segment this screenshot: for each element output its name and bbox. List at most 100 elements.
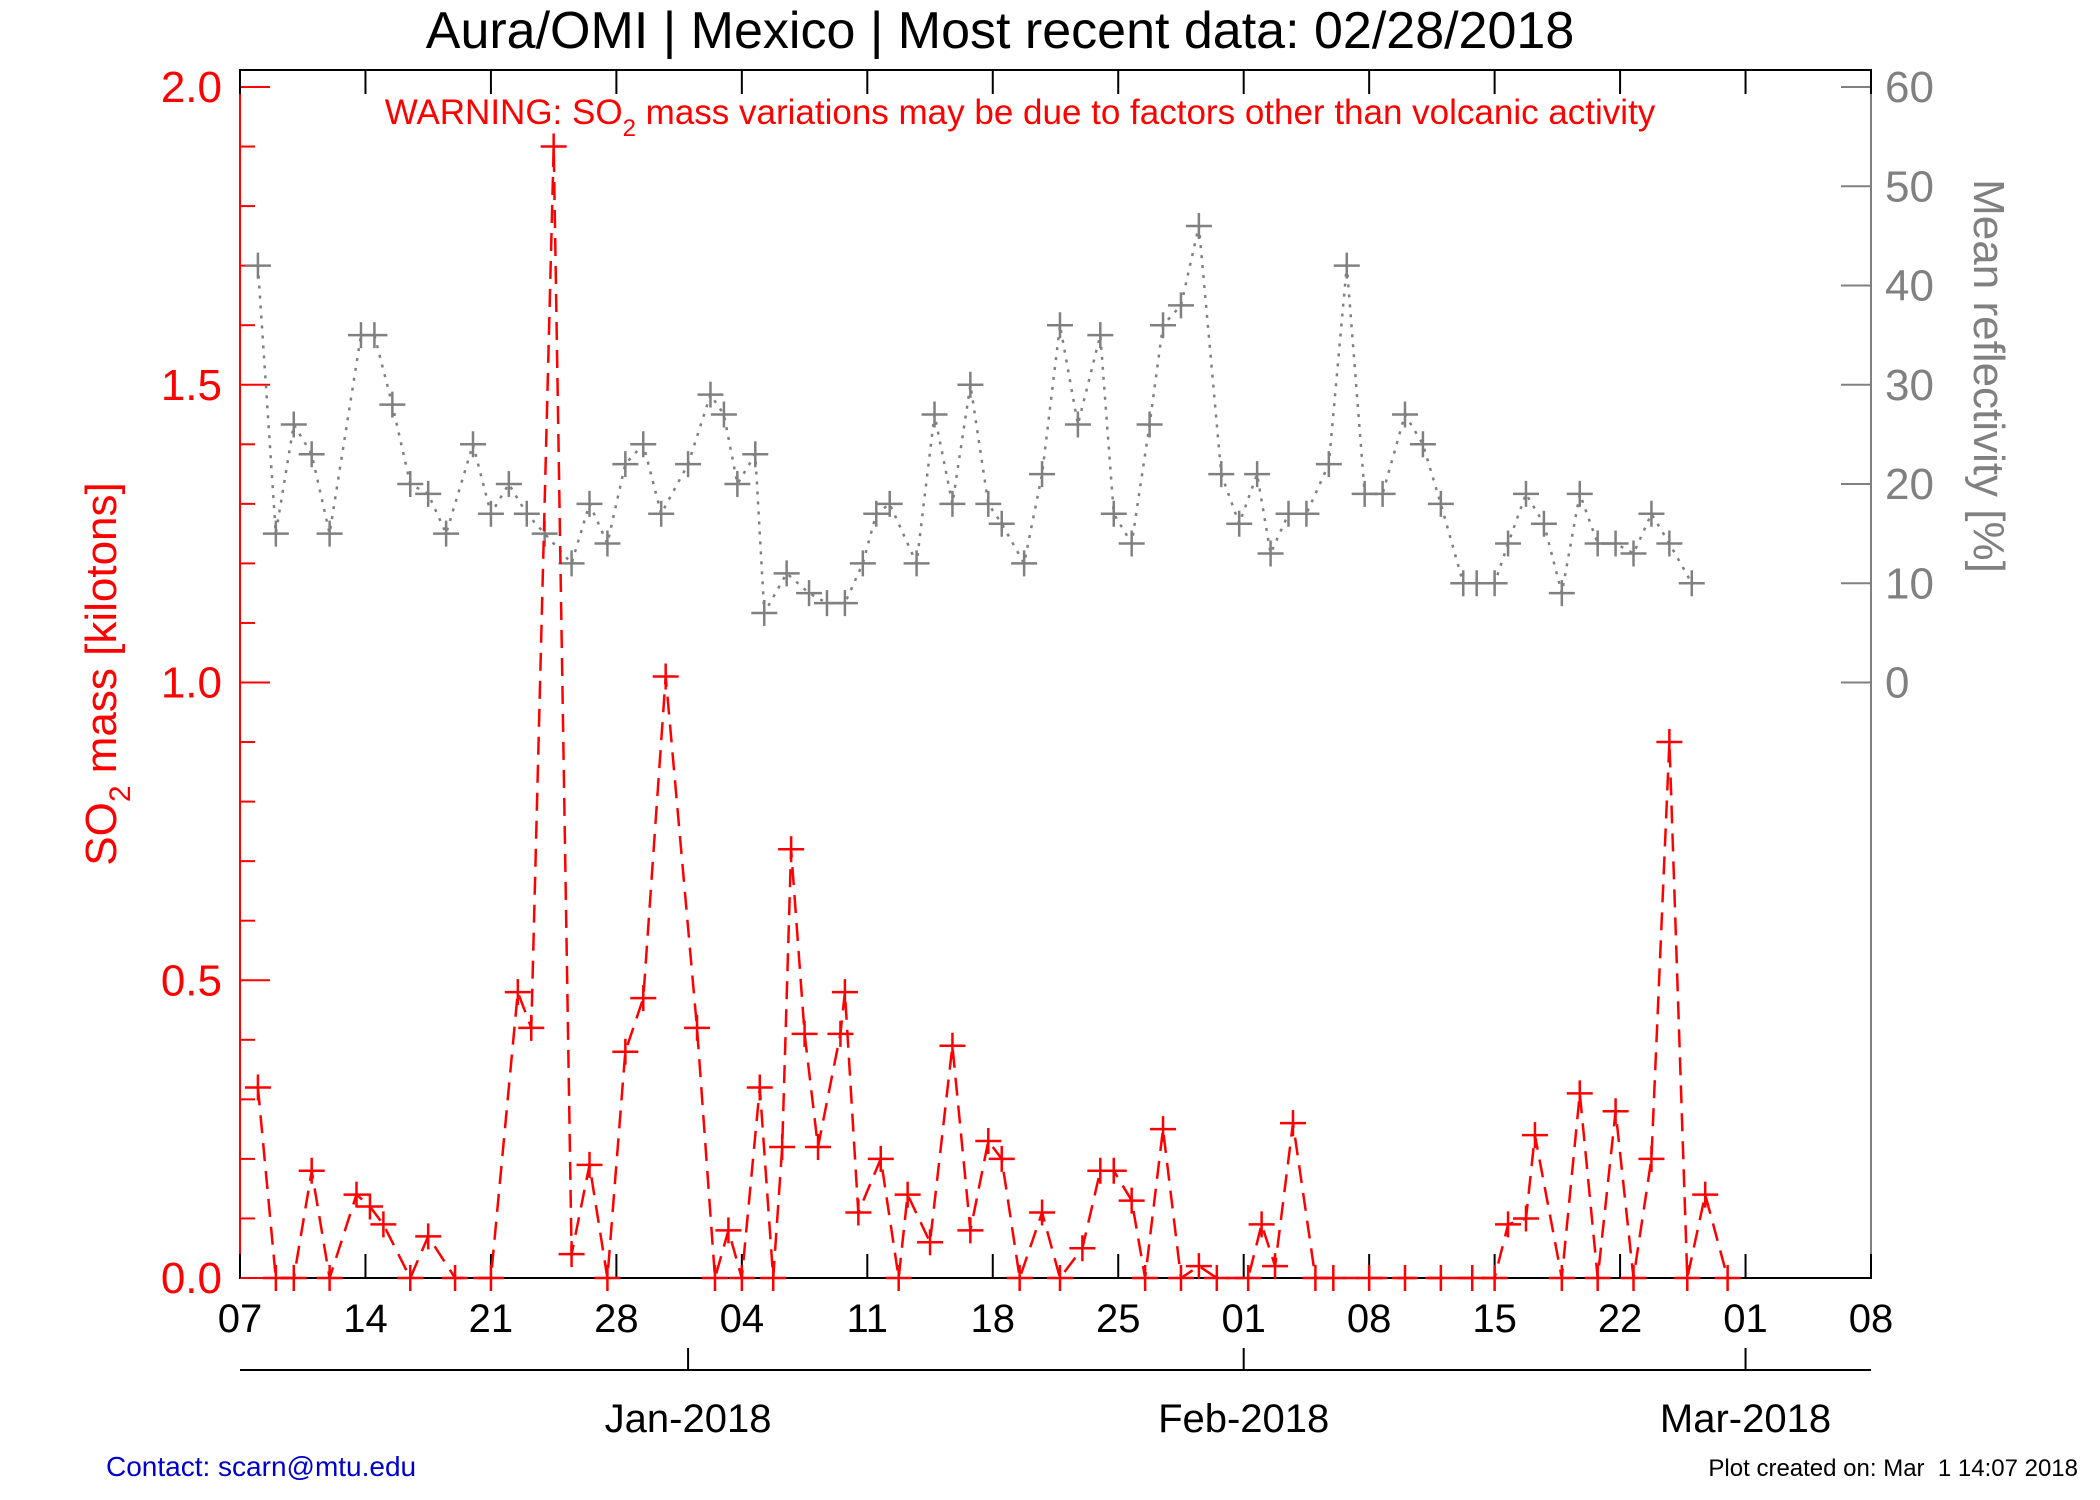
data-point-marker: [1011, 550, 1038, 577]
data-point-marker: [697, 381, 724, 408]
data-point-marker: [917, 1229, 944, 1256]
data-point-marker: [576, 1151, 603, 1178]
data-point-marker: [773, 560, 800, 587]
data-point-marker: [1167, 292, 1194, 319]
x-tick-label: 14: [343, 1297, 388, 1341]
data-point-marker: [1118, 1187, 1145, 1214]
data-point-marker: [1495, 530, 1522, 557]
data-point-marker: [796, 580, 823, 607]
x-tick-label: 25: [1096, 1297, 1141, 1341]
data-point-marker: [316, 520, 343, 547]
data-point-marker: [1333, 252, 1360, 279]
x-tick-label: 01: [1221, 1297, 1266, 1341]
data-point-marker: [1100, 1157, 1127, 1184]
data-point-marker: [1046, 1265, 1073, 1291]
series-so2-mass: [244, 133, 1741, 1291]
data-point-marker: [975, 490, 1002, 517]
data-point-marker: [298, 441, 325, 468]
data-point-marker: [894, 1181, 921, 1208]
data-point-marker: [1203, 1265, 1230, 1291]
left-tick-label: 1.0: [161, 659, 222, 708]
data-point-marker: [612, 451, 639, 478]
data-point-marker: [957, 371, 984, 398]
data-point-marker: [867, 1145, 894, 1172]
data-point-marker: [442, 1265, 469, 1291]
data-point-marker: [1132, 1265, 1159, 1291]
x-tick-label: 15: [1472, 1297, 1517, 1341]
data-point-marker: [316, 1265, 343, 1291]
chart-title: Aura/OMI | Mexico | Most recent data: 02…: [426, 2, 1574, 60]
data-point-marker: [1548, 1265, 1575, 1291]
data-point-marker: [343, 1181, 370, 1208]
data-point-marker: [876, 490, 903, 517]
data-point-marker: [415, 480, 442, 507]
x-tick-label: 11: [847, 1297, 889, 1341]
data-point-marker: [594, 1265, 621, 1291]
data-point-marker: [988, 510, 1015, 537]
data-point-marker: [1548, 580, 1575, 607]
data-point-marker: [397, 1265, 424, 1291]
data-point-marker: [1566, 480, 1593, 507]
ylabel-left-subscript: 2: [104, 785, 137, 802]
data-point-marker: [1512, 1205, 1539, 1232]
data-point-marker: [1136, 411, 1163, 438]
data-point-marker: [630, 431, 657, 458]
data-point-marker: [397, 471, 424, 497]
y-axis-label-right: Mean reflectivity [%]: [1964, 179, 2013, 573]
data-point-marker: [701, 1265, 728, 1291]
warning-prefix: WARNING: SO: [385, 93, 623, 132]
data-point-marker: [1006, 1265, 1033, 1291]
data-point-marker: [831, 979, 858, 1006]
data-point-marker: [760, 1265, 787, 1291]
data-point-marker: [805, 1133, 832, 1160]
data-point-marker: [1566, 1080, 1593, 1107]
ylabel-left-suffix: mass [kilotons]: [77, 482, 126, 785]
x-tick-label: 08: [1849, 1297, 1894, 1341]
data-point-marker: [831, 590, 858, 617]
data-point-marker: [1320, 1265, 1347, 1291]
data-point-marker: [460, 431, 486, 458]
data-point-marker: [1692, 1181, 1719, 1208]
data-point-marker: [975, 1128, 1002, 1155]
contact-text: Contact: scarn@mtu.edu: [106, 1451, 416, 1482]
series-line: [256, 225, 1693, 618]
right-tick-label: 40: [1885, 262, 1934, 311]
data-point-marker: [1029, 461, 1056, 488]
data-point-marker: [751, 600, 778, 627]
data-point-marker: [433, 520, 460, 547]
data-point-marker: [1638, 1145, 1665, 1172]
data-point-marker: [477, 500, 504, 527]
data-point-marker: [630, 985, 657, 1012]
month-tick-label: Feb-2018: [1158, 1397, 1329, 1441]
right-tick-label: 0: [1885, 659, 1909, 708]
x-tick-label: 22: [1598, 1297, 1643, 1341]
plot-created-text: Plot created on: Mar 1 14:07 2018: [1708, 1455, 2078, 1482]
data-point-marker: [1150, 312, 1177, 339]
data-point-marker: [1620, 540, 1647, 567]
data-point-marker: [769, 1133, 796, 1160]
data-point-marker: [1369, 480, 1396, 507]
data-point-marker: [778, 836, 805, 863]
data-point-marker: [1064, 411, 1091, 438]
data-point-marker: [356, 1193, 383, 1220]
data-point-marker: [939, 1032, 966, 1059]
data-point-marker: [1208, 461, 1235, 488]
month-tick-label: Jan-2018: [605, 1397, 772, 1441]
left-tick-label: 2.0: [161, 63, 222, 112]
data-point-marker: [558, 1241, 585, 1268]
data-point-marker: [280, 411, 307, 438]
data-point-marker: [921, 401, 948, 428]
data-point-marker: [1459, 1265, 1486, 1291]
data-point-marker: [262, 520, 289, 547]
data-point-marker: [1602, 1098, 1629, 1125]
data-point-marker: [1257, 540, 1284, 567]
x-tick-label: 28: [594, 1297, 639, 1341]
data-point-marker: [742, 441, 769, 468]
data-point-marker: [1714, 1265, 1741, 1291]
left-tick-label: 0.0: [161, 1254, 222, 1303]
warning-subscript: 2: [623, 115, 636, 142]
data-point-marker: [1427, 1265, 1454, 1291]
data-point-marker: [885, 1265, 912, 1291]
data-point-marker: [370, 1211, 397, 1238]
data-point-marker: [244, 1074, 271, 1101]
